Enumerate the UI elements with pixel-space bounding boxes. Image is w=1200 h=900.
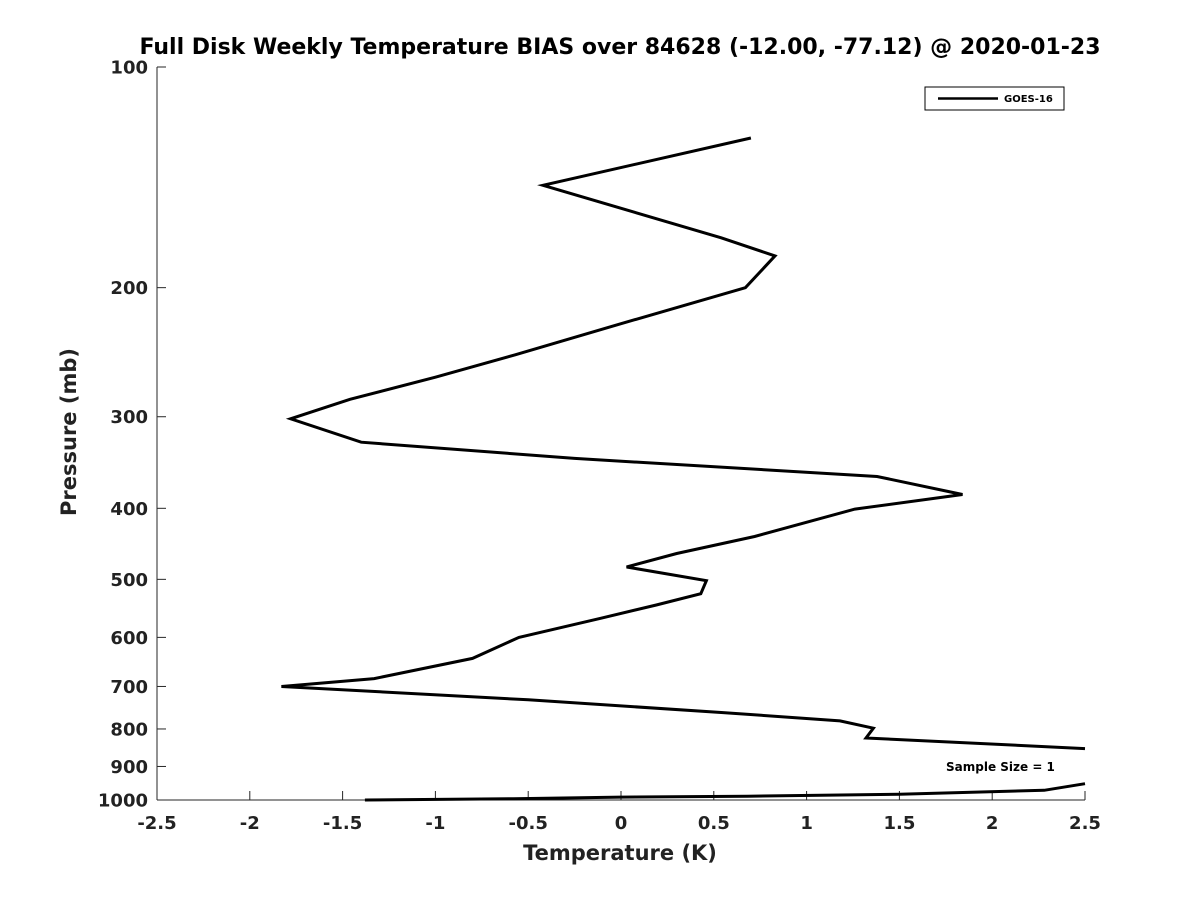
x-tick-label: -2 [240, 813, 260, 834]
y-tick-label: 1000 [98, 791, 148, 812]
x-tick-label: -2.5 [137, 813, 176, 834]
x-tick-label: 1 [800, 813, 813, 834]
x-axis-label: Temperature (K) [523, 841, 717, 865]
x-tick-label: -0.5 [509, 813, 548, 834]
y-axis-label: Pressure (mb) [57, 348, 81, 516]
plot-area: -2.5 -2 -1.5 -1 -0.5 0 0.5 1 1.5 2 2.5 100 200 300 400… [98, 58, 1101, 835]
x-tick-label: 0 [615, 813, 628, 834]
y-tick-label: 600 [110, 628, 148, 649]
legend: GOES-16 [924, 86, 1065, 111]
x-tick-label: -1.5 [323, 813, 362, 834]
legend-label-goes16: GOES-16 [1004, 94, 1053, 105]
x-tick-label: -1 [425, 813, 445, 834]
x-tick-label: 0.5 [698, 813, 730, 834]
y-tick-label: 900 [110, 757, 148, 778]
x-tick-label: 1.5 [883, 813, 915, 834]
y-tick-label: 300 [110, 407, 148, 428]
x-tick-label: 2 [986, 813, 999, 834]
y-tick-label: 100 [110, 58, 148, 79]
y-tick-label: 800 [110, 719, 148, 740]
y-tick-label: 700 [110, 677, 148, 698]
series-line-1 [364, 782, 1086, 802]
sample-size-annotation: Sample Size = 1 [946, 760, 1055, 774]
y-tick-label: 400 [110, 499, 148, 520]
x-tick-label: 2.5 [1069, 813, 1101, 834]
y-tick-label: 200 [110, 278, 148, 299]
chart-title: Full Disk Weekly Temperature BIAS over 8… [139, 35, 1100, 60]
series-line-0 [281, 136, 1086, 751]
y-tick-label: 500 [110, 570, 148, 591]
